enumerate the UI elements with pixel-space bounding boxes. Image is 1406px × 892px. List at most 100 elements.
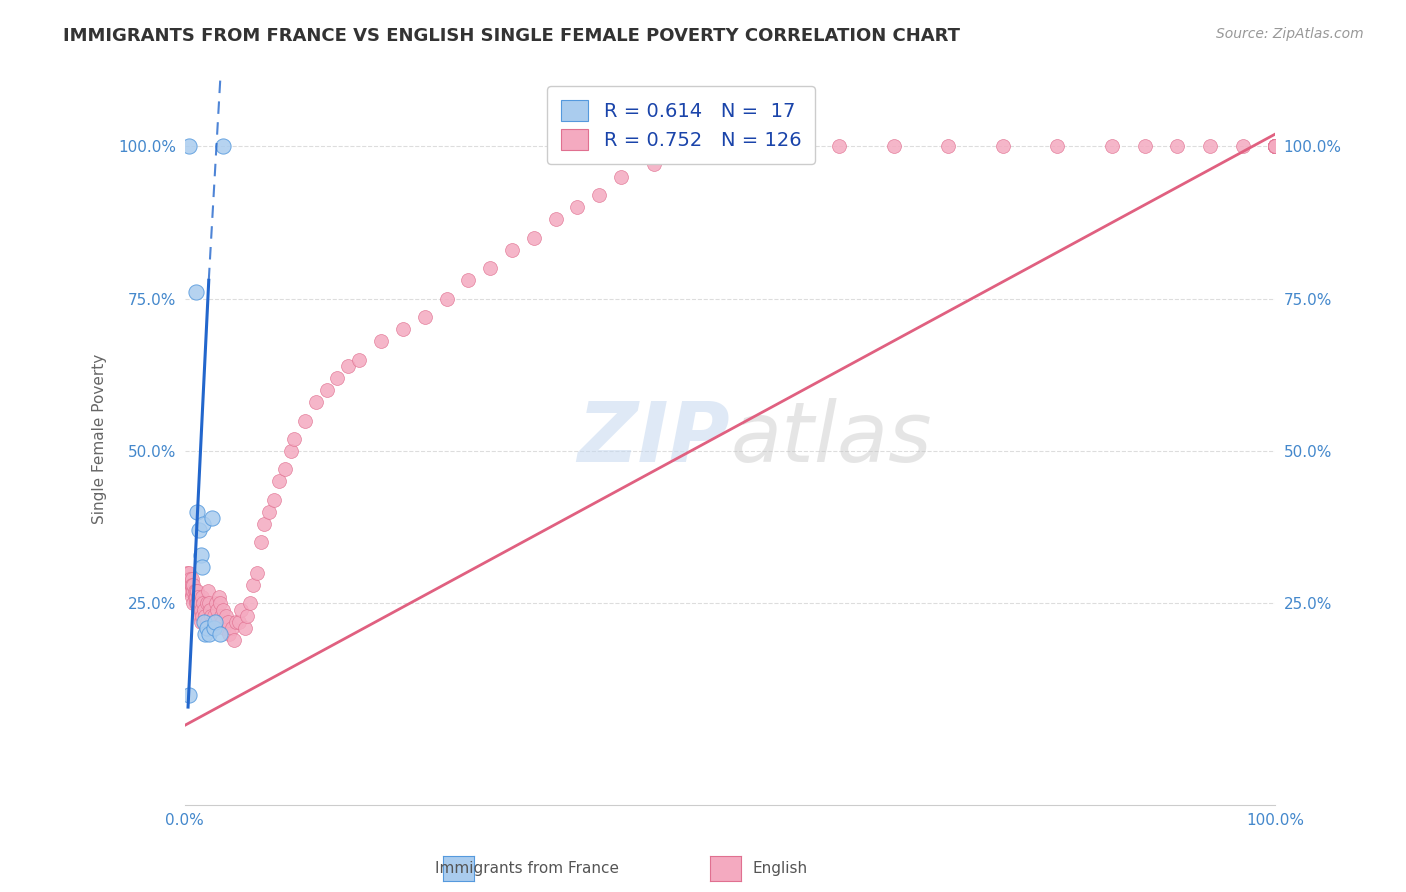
Point (179, 578, 201, 592)
Point (181, 578, 204, 592)
Text: English: English (752, 862, 808, 876)
Point (436, 292, 458, 306)
Point (187, 591, 209, 605)
Point (228, 615, 250, 629)
Point (718, 139, 741, 153)
Point (187, 602, 209, 616)
Point (294, 413, 316, 427)
Point (883, 139, 905, 153)
Point (233, 621, 256, 635)
Point (179, 566, 201, 580)
Point (1232, 139, 1254, 153)
Point (773, 139, 796, 153)
Point (257, 505, 280, 519)
Point (1264, 139, 1286, 153)
Point (188, 608, 211, 623)
Point (179, 139, 201, 153)
Point (183, 578, 205, 592)
Point (184, 596, 207, 610)
Point (190, 602, 212, 616)
Point (991, 139, 1014, 153)
Point (207, 591, 229, 605)
Point (200, 608, 222, 623)
Text: IMMIGRANTS FROM FRANCE VS ENGLISH SINGLE FEMALE POVERTY CORRELATION CHART: IMMIGRANTS FROM FRANCE VS ENGLISH SINGLE… (63, 27, 960, 45)
Point (179, 688, 201, 702)
Point (1264, 139, 1286, 153)
Point (180, 578, 202, 592)
Point (305, 395, 328, 409)
Point (201, 615, 224, 629)
Point (193, 615, 215, 629)
Point (183, 591, 205, 605)
Point (212, 602, 235, 616)
Point (195, 615, 218, 629)
Point (215, 608, 238, 623)
Point (176, 566, 198, 580)
Point (183, 584, 205, 599)
Point (184, 584, 207, 599)
Point (194, 608, 217, 623)
Point (188, 523, 211, 537)
Y-axis label: Single Female Poverty: Single Female Poverty (93, 353, 107, 524)
Point (202, 621, 225, 635)
Point (1264, 139, 1286, 153)
Point (1264, 139, 1286, 153)
Point (1101, 139, 1123, 153)
Text: Source: ZipAtlas.com: Source: ZipAtlas.com (1216, 27, 1364, 41)
Point (186, 596, 208, 610)
Point (201, 511, 224, 525)
Point (1264, 139, 1286, 153)
Point (242, 578, 264, 592)
Point (179, 572, 201, 586)
Point (643, 157, 665, 171)
Point (188, 596, 211, 610)
Point (191, 559, 214, 574)
Point (283, 432, 305, 446)
Point (588, 188, 610, 202)
Point (191, 591, 214, 605)
Point (567, 200, 589, 214)
Point (193, 615, 215, 629)
Point (413, 310, 436, 324)
Point (1264, 139, 1286, 153)
Point (183, 584, 205, 599)
Point (191, 608, 214, 623)
Point (337, 359, 360, 373)
Point (202, 621, 225, 635)
Point (197, 627, 219, 641)
Point (1264, 139, 1286, 153)
Point (250, 535, 273, 549)
Point (326, 371, 349, 385)
Point (479, 261, 502, 276)
Point (211, 615, 233, 629)
Point (263, 492, 285, 507)
Point (212, 621, 235, 635)
Point (523, 230, 546, 244)
Point (610, 169, 633, 184)
Point (197, 584, 219, 599)
Point (1133, 139, 1156, 153)
Point (190, 615, 212, 629)
Point (1264, 139, 1286, 153)
Point (225, 615, 247, 629)
Point (207, 602, 229, 616)
Point (936, 139, 959, 153)
Point (194, 627, 217, 641)
Point (1264, 139, 1286, 153)
Point (204, 615, 226, 629)
Point (1264, 139, 1286, 153)
Point (208, 627, 231, 641)
Point (370, 334, 392, 349)
Point (209, 608, 232, 623)
Text: atlas: atlas (730, 399, 932, 479)
Point (197, 596, 219, 610)
Point (181, 572, 204, 586)
Point (222, 632, 245, 647)
Point (274, 462, 297, 476)
Point (181, 591, 204, 605)
Point (1264, 139, 1286, 153)
Point (188, 596, 211, 610)
Point (1264, 139, 1286, 153)
Point (544, 212, 567, 227)
Point (186, 584, 208, 599)
